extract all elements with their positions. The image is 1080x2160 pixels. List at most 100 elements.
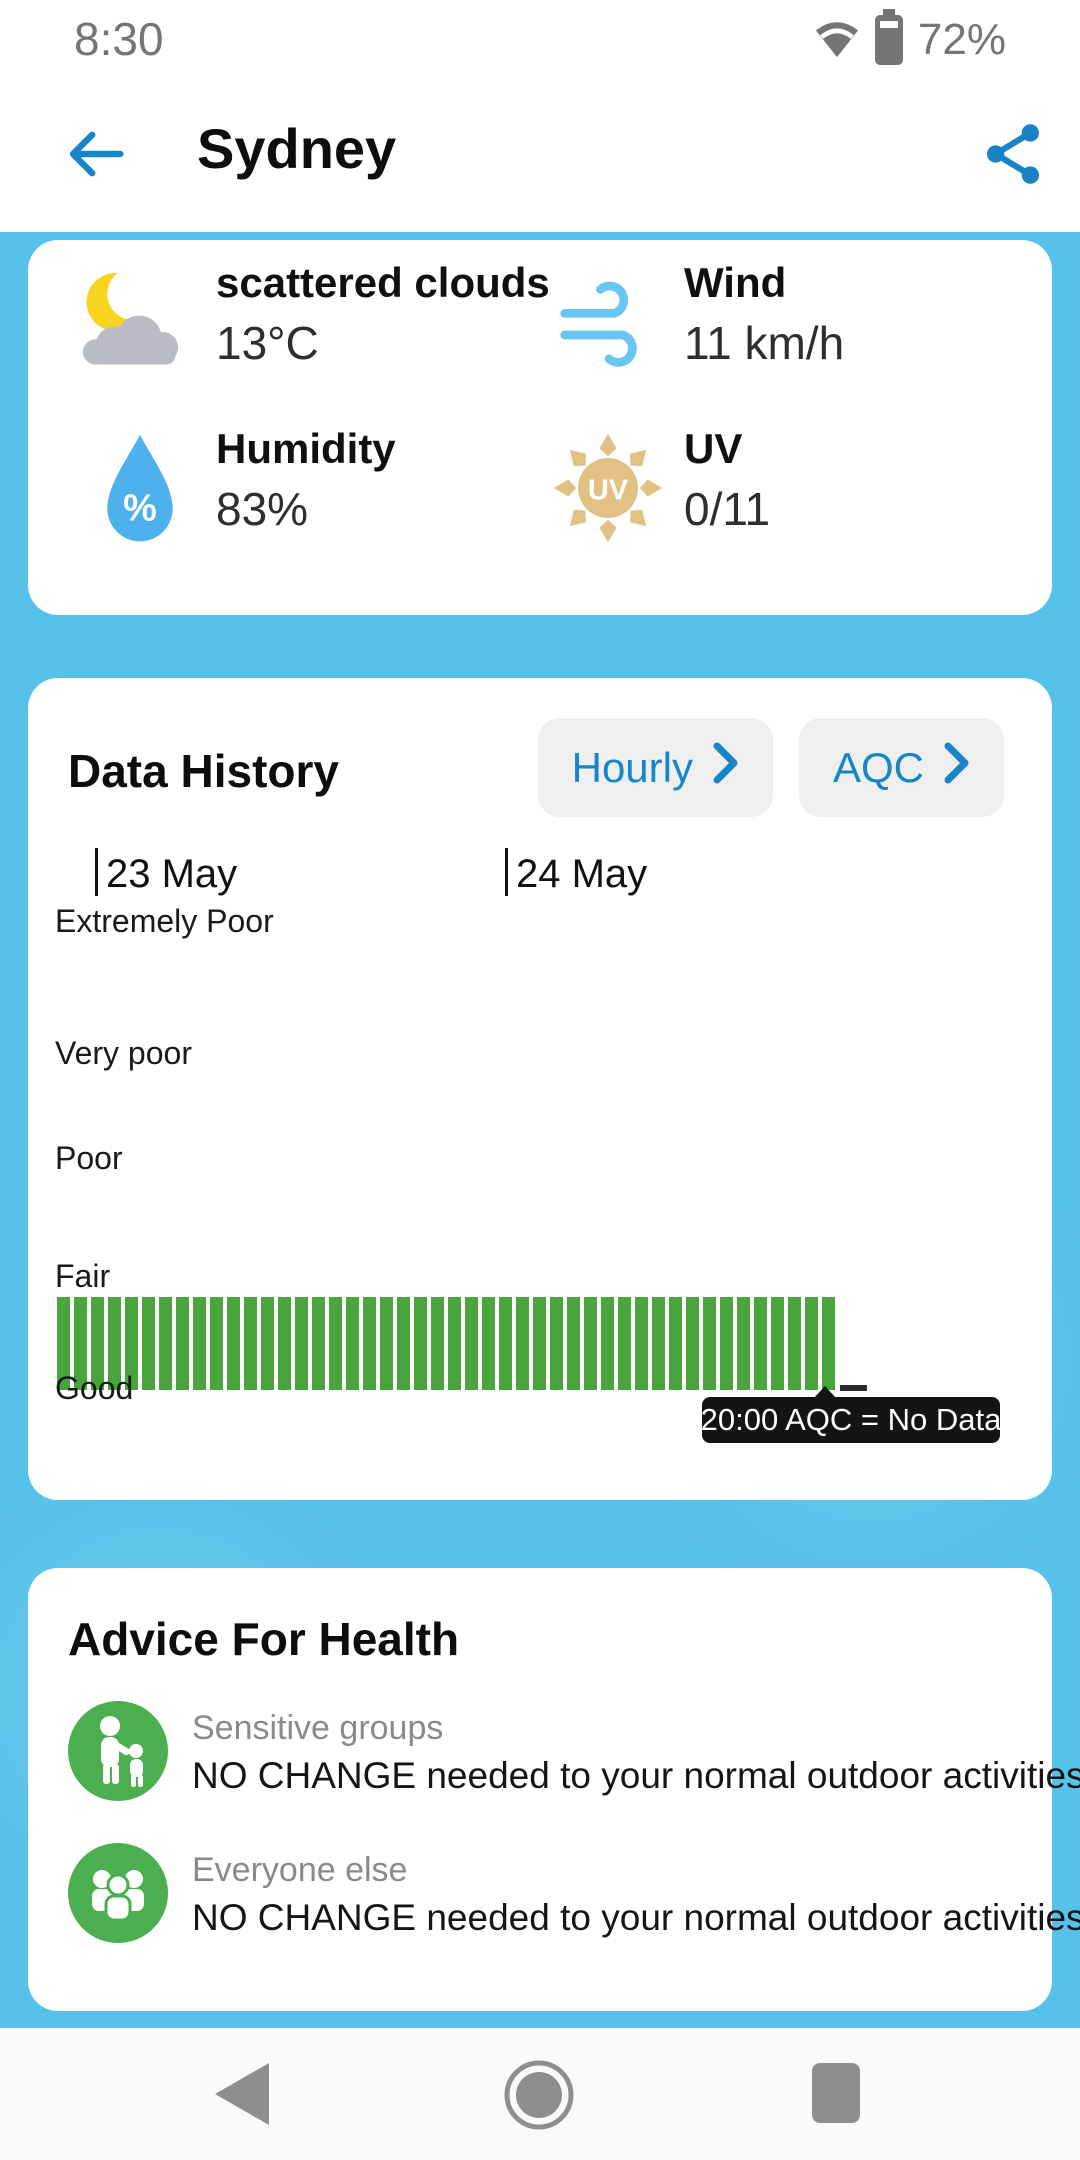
aqc-bar[interactable] [295, 1297, 308, 1390]
humidity-cell: % Humidity 83% [72, 420, 396, 556]
sensitive-groups-icon [68, 1701, 168, 1801]
wind-label: Wind [684, 259, 787, 306]
aqc-bar[interactable] [414, 1297, 427, 1390]
share-button[interactable] [968, 108, 1058, 204]
y-axis-label: Fair [55, 1258, 111, 1294]
aqc-bar[interactable] [278, 1297, 291, 1390]
advice-text: NO CHANGE needed to your normal outdoor … [192, 1897, 1080, 1938]
nav-back-icon[interactable] [212, 2062, 272, 2126]
aqc-bar[interactable] [516, 1297, 529, 1390]
current-weather-card: scattered clouds 13°C Wind 11 km/h [28, 240, 1052, 615]
aqc-bar[interactable] [108, 1297, 121, 1390]
nav-home-icon[interactable] [502, 2058, 576, 2132]
share-icon [982, 121, 1044, 192]
chart-tooltip: 20:00 AQC = No Data [701, 1386, 1001, 1443]
humidity-drop-icon: % [72, 420, 208, 556]
battery-icon [872, 8, 906, 72]
status-time: 8:30 [74, 13, 164, 65]
svg-text:UV: UV [588, 475, 629, 507]
aqc-bar[interactable] [312, 1297, 325, 1390]
svg-text:%: % [123, 488, 157, 530]
humidity-texts: Humidity 83% [216, 420, 396, 556]
aqc-bar[interactable] [261, 1297, 274, 1390]
x-tick-label: 23 May [106, 852, 238, 896]
aqc-bars[interactable] [57, 1297, 835, 1390]
uv-label: UV [684, 425, 743, 472]
data-history-buttons: Hourly AQC [537, 718, 1004, 817]
aqc-bar[interactable] [805, 1297, 818, 1390]
aqc-bar[interactable] [125, 1297, 138, 1390]
aqc-bar[interactable] [448, 1297, 461, 1390]
uv-sun-icon: UV [540, 420, 676, 556]
aqc-bar[interactable] [754, 1297, 767, 1390]
aqc-bar[interactable] [159, 1297, 172, 1390]
chevron-right-icon [944, 742, 970, 794]
hourly-button[interactable]: Hourly [537, 718, 773, 817]
aqc-bar[interactable] [737, 1297, 750, 1390]
status-right-cluster: 72% [814, 8, 1006, 72]
aqc-bar[interactable] [703, 1297, 716, 1390]
aqc-bar[interactable] [788, 1297, 801, 1390]
x-tick-24-may [505, 848, 508, 896]
aqc-bar[interactable] [431, 1297, 444, 1390]
aqc-bar[interactable] [635, 1297, 648, 1390]
aqc-bar[interactable] [550, 1297, 563, 1390]
aqc-bar[interactable] [533, 1297, 546, 1390]
uv-texts: UV 0/11 [684, 420, 770, 556]
advice-texts: Everyone else NO CHANGE needed to your n… [192, 1843, 1080, 1943]
aqc-bar[interactable] [346, 1297, 359, 1390]
wind-cell: Wind 11 km/h [540, 254, 844, 390]
advice-row-everyone: Everyone else NO CHANGE needed to your n… [68, 1843, 1080, 1943]
aqc-bar[interactable] [771, 1297, 784, 1390]
aqc-bar[interactable] [227, 1297, 240, 1390]
aqc-bar[interactable] [329, 1297, 342, 1390]
page-title: Sydney [197, 117, 397, 180]
aqc-bar[interactable] [91, 1297, 104, 1390]
aqc-bar[interactable] [193, 1297, 206, 1390]
aqc-bar[interactable] [57, 1297, 70, 1390]
advice-group-label: Everyone else [192, 1851, 408, 1889]
aqc-bar[interactable] [482, 1297, 495, 1390]
aqc-bar[interactable] [584, 1297, 597, 1390]
aqc-bar[interactable] [176, 1297, 189, 1390]
aqc-bar[interactable] [210, 1297, 223, 1390]
aqc-bar[interactable] [669, 1297, 682, 1390]
battery-percent: 72% [917, 15, 1006, 64]
wind-icon [540, 254, 676, 390]
aqc-bar[interactable] [567, 1297, 580, 1390]
y-axis-label: Extremely Poor [55, 903, 274, 939]
aqc-bar[interactable] [618, 1297, 631, 1390]
uv-cell: UV UV 0/11 [540, 420, 770, 556]
aqc-bar[interactable] [686, 1297, 699, 1390]
aqc-button[interactable]: AQC [798, 718, 1004, 817]
aqc-bar[interactable] [380, 1297, 393, 1390]
no-data-marker[interactable] [840, 1385, 867, 1391]
aqc-bar[interactable] [142, 1297, 155, 1390]
chevron-right-icon [713, 742, 739, 794]
condition-label: scattered clouds [216, 259, 550, 306]
aqc-bar[interactable] [601, 1297, 614, 1390]
app-header: Sydney [0, 80, 1080, 232]
aqc-bar[interactable] [822, 1297, 835, 1390]
nav-recents-icon[interactable] [810, 2062, 862, 2124]
wifi-icon [814, 16, 860, 65]
status-bar: 8:30 72% [0, 0, 1080, 80]
uv-value: 0/11 [684, 483, 771, 535]
aqc-bar[interactable] [363, 1297, 376, 1390]
aqc-bar[interactable] [720, 1297, 733, 1390]
temperature-value: 13°C [216, 317, 319, 369]
aqc-bar[interactable] [397, 1297, 410, 1390]
aqc-bar[interactable] [465, 1297, 478, 1390]
back-button[interactable] [48, 108, 144, 204]
aqc-bar[interactable] [652, 1297, 665, 1390]
aqc-bar[interactable] [499, 1297, 512, 1390]
advice-group-label: Sensitive groups [192, 1709, 444, 1747]
everyone-else-icon [68, 1843, 168, 1943]
back-arrow-icon [64, 122, 128, 191]
humidity-label: Humidity [216, 425, 396, 472]
condition-texts: scattered clouds 13°C [216, 254, 550, 390]
aqc-bar[interactable] [244, 1297, 257, 1390]
x-tick-23-may [95, 848, 98, 896]
y-axis-label: Very poor [55, 1035, 192, 1071]
aqc-bar[interactable] [74, 1297, 87, 1390]
